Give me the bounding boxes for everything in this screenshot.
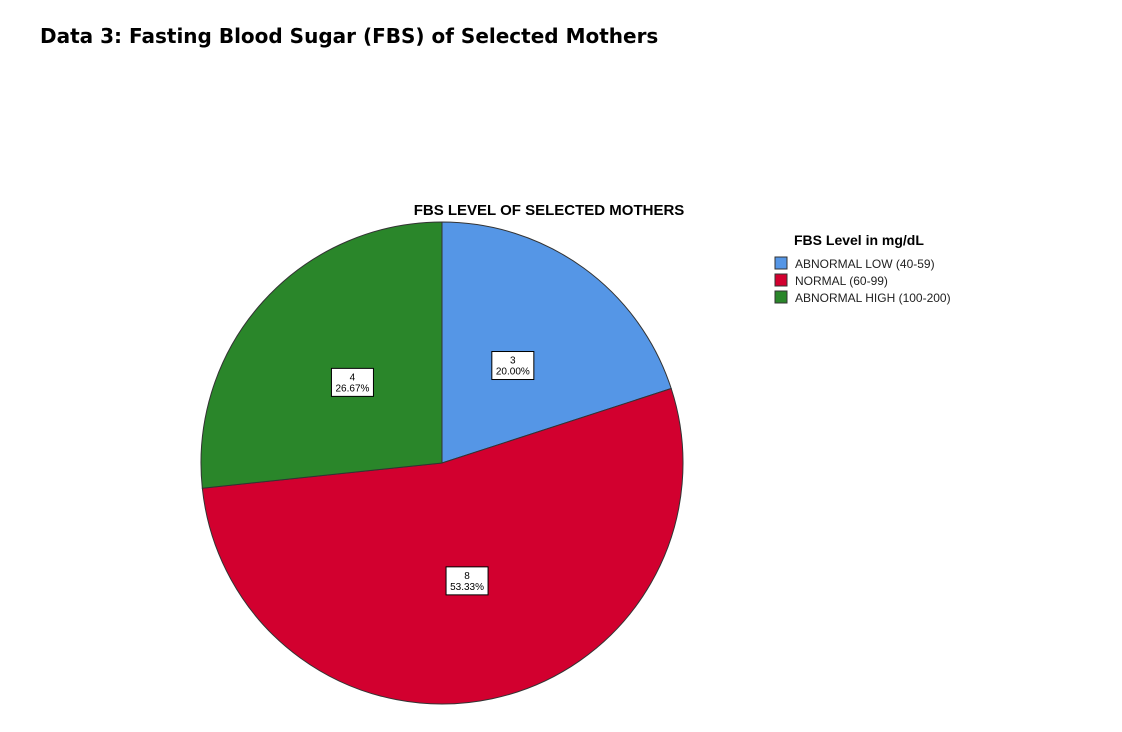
slice-count-label: 3 [510,356,516,367]
slice-percent-label: 20.00% [496,367,530,378]
legend-items: ABNORMAL LOW (40-59) NORMAL (60-99) ABNORM… [774,256,951,305]
slice-percent-label: 53.33% [450,582,484,593]
slice-label-abnormal-low-40-59: 320.00% [491,351,535,381]
legend-item-normal-60-99: NORMAL (60-99) [774,273,888,288]
slice-percent-label: 26.67% [335,383,369,394]
pie-slices [200,221,684,705]
legend-title: FBS Level in mg/dL [794,232,924,248]
slice-count-label: 8 [464,571,470,582]
legend-item-abnormal-high-100-200: ABNORMAL HIGH (100-200) [774,290,951,305]
legend-swatch [774,290,788,304]
legend: FBS Level in mg/dL ABNORMAL LOW (40-59) N… [774,232,951,305]
legend-item-abnormal-low-40-59: ABNORMAL LOW (40-59) [774,256,935,271]
slice-label-box [445,566,489,596]
slice-label-box [330,367,374,397]
slice-count-label: 4 [350,372,356,383]
slice-labels: 320.00% 853.33% 426.67% [330,351,535,596]
chart-title: FBS LEVEL OF SELECTED MOTHERS [414,202,685,219]
slice-label-abnormal-high-100-200: 426.67% [330,367,374,397]
legend-swatch [774,273,788,287]
page-heading: Data 3: Fasting Blood Sugar (FBS) of Sel… [40,24,659,48]
slice-label-normal-60-99: 853.33% [445,566,489,596]
pie-slice-normal-60-99 [201,387,684,705]
legend-label: NORMAL (60-99) [795,274,888,288]
legend-label: ABNORMAL LOW (40-59) [795,257,935,271]
pie-slice-abnormal-low-40-59 [441,221,672,464]
slice-label-box [491,351,535,381]
pie-slice-abnormal-high-100-200 [200,221,443,489]
legend-swatch [774,256,788,270]
legend-label: ABNORMAL HIGH (100-200) [795,291,951,305]
